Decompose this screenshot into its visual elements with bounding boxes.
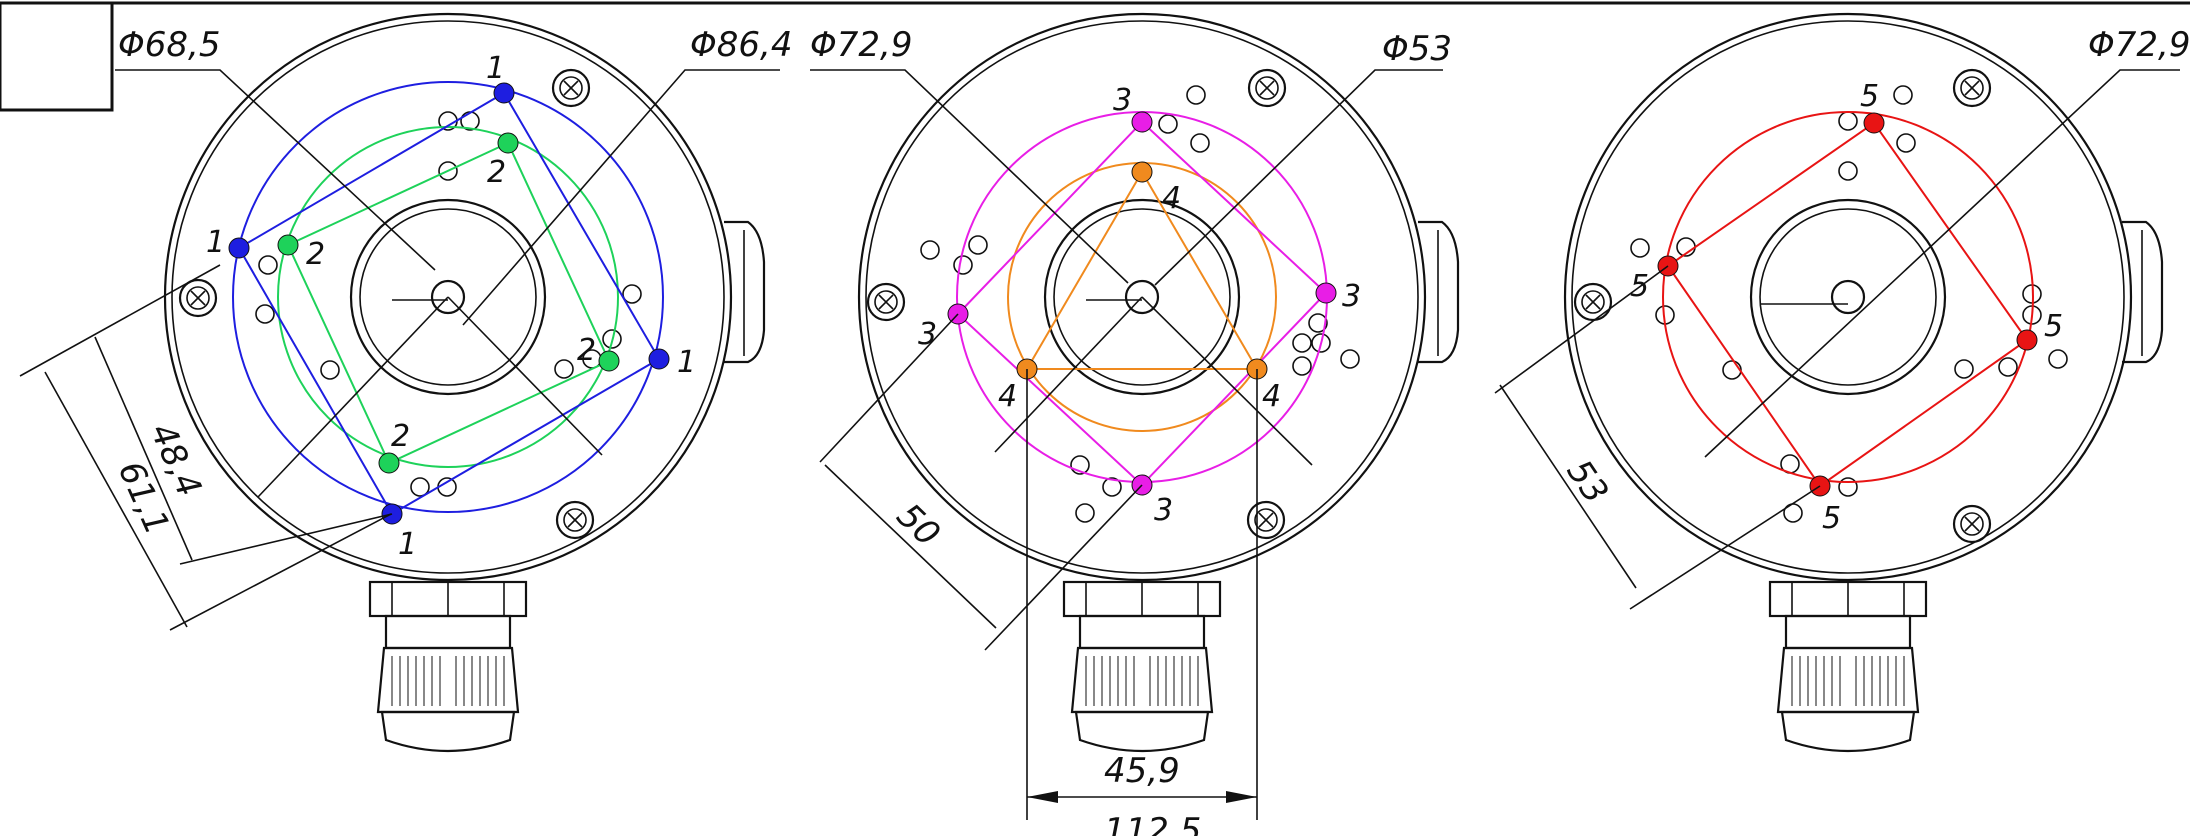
housing-outer bbox=[857, 12, 1427, 582]
svg-text:2: 2 bbox=[577, 333, 596, 368]
svg-text:1: 1 bbox=[486, 51, 505, 86]
mount-circle-1 bbox=[232, 81, 664, 513]
cable-gland bbox=[1768, 580, 1928, 753]
diameter-label: Φ72,9 bbox=[2088, 25, 2190, 65]
svg-text:4: 4 bbox=[998, 379, 1017, 414]
svg-text:2: 2 bbox=[487, 155, 506, 190]
svg-text:3: 3 bbox=[1113, 83, 1132, 118]
svg-text:5: 5 bbox=[1822, 501, 1841, 536]
screw-icon bbox=[1952, 504, 1992, 544]
side-gland bbox=[1418, 220, 1460, 364]
view-right: Φ72,9 53 5 5 5 5 bbox=[1494, 12, 2190, 753]
leader-line bbox=[115, 69, 436, 271]
leader-line bbox=[810, 69, 1129, 284]
cable-gland bbox=[368, 580, 528, 753]
screw-icon bbox=[866, 282, 906, 322]
point-label: 3 3 3 3 4 4 4 bbox=[918, 83, 1361, 528]
svg-text:1: 1 bbox=[398, 527, 417, 562]
linear-dim-label: 45,9 bbox=[1104, 751, 1180, 791]
leader-line bbox=[462, 69, 780, 326]
housing-rim bbox=[1571, 20, 2125, 574]
linear-dim-label: 112,5 bbox=[1104, 811, 1201, 836]
screw-icon bbox=[1573, 282, 1613, 322]
cable-gland bbox=[1062, 580, 1222, 753]
dimension-line bbox=[94, 336, 193, 561]
svg-text:5: 5 bbox=[2044, 309, 2063, 344]
center-hub bbox=[1749, 198, 1947, 396]
housing-rim bbox=[865, 20, 1419, 574]
housing-outer bbox=[1563, 12, 2133, 582]
leader-line bbox=[1154, 69, 1443, 286]
center-hub bbox=[349, 198, 547, 396]
svg-text:3: 3 bbox=[1154, 493, 1173, 528]
point-label: 5 5 5 5 bbox=[1630, 79, 2063, 536]
mount-circle-2 bbox=[277, 126, 619, 468]
screw-icon bbox=[1247, 68, 1287, 108]
view-left: Φ68,5 Φ86,4 48,4 61,1 1 1 1 1 2 2 2 2 bbox=[19, 12, 792, 753]
view-middle: Φ72,9 Φ53 50 45,9 112,5 3 3 3 3 4 4 4 bbox=[810, 12, 1460, 836]
linear-dim-label: 50 bbox=[889, 496, 948, 555]
screw-icon bbox=[555, 500, 595, 540]
mount-point-2 bbox=[277, 132, 620, 474]
housing-rim bbox=[171, 20, 725, 574]
svg-text:1: 1 bbox=[206, 225, 225, 260]
svg-text:1: 1 bbox=[677, 345, 696, 380]
point-label: 1 1 1 1 2 2 2 2 bbox=[206, 51, 696, 562]
title-box bbox=[0, 1, 114, 112]
diameter-label: Φ72,9 bbox=[810, 25, 912, 65]
svg-text:2: 2 bbox=[391, 419, 410, 454]
screw-icon bbox=[178, 278, 218, 318]
svg-text:3: 3 bbox=[918, 317, 937, 352]
linear-dim-label: 53 bbox=[1559, 453, 1616, 511]
screw-icon bbox=[1952, 68, 1992, 108]
svg-text:3: 3 bbox=[1342, 279, 1361, 314]
dimension-line bbox=[824, 464, 997, 629]
dimension-line bbox=[1499, 384, 1637, 589]
svg-text:4: 4 bbox=[1262, 379, 1281, 414]
side-gland bbox=[2122, 220, 2164, 364]
mount-pattern-4 bbox=[1025, 170, 1259, 370]
mount-circle-5 bbox=[1662, 111, 2034, 483]
dimension-line bbox=[44, 371, 188, 628]
center-hub bbox=[1043, 198, 1241, 396]
svg-text:5: 5 bbox=[1860, 79, 1879, 114]
svg-text:4: 4 bbox=[1162, 181, 1181, 216]
diameter-label: Φ68,5 bbox=[118, 25, 220, 65]
side-gland bbox=[724, 220, 766, 364]
housing-outer bbox=[163, 12, 733, 582]
svg-text:5: 5 bbox=[1630, 269, 1649, 304]
diameter-label: Φ53 bbox=[1382, 29, 1452, 69]
svg-text:2: 2 bbox=[306, 237, 325, 272]
leader-line bbox=[1704, 69, 2180, 458]
screw-icon bbox=[551, 68, 591, 108]
diameter-label: Φ86,4 bbox=[690, 25, 792, 65]
screw-icon bbox=[1246, 500, 1286, 540]
